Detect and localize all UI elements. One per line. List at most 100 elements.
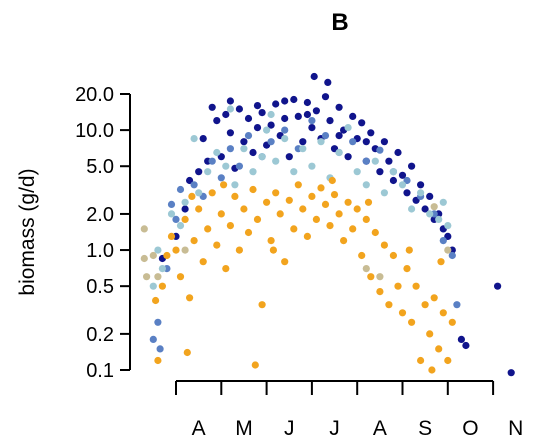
data-point [199, 135, 207, 143]
x-tick-label: A [373, 417, 387, 440]
data-point [335, 103, 343, 111]
data-point [353, 168, 361, 176]
data-point [376, 288, 384, 296]
data-point [457, 335, 465, 343]
data-point [335, 148, 343, 157]
data-point [222, 162, 230, 170]
data-point [344, 124, 352, 132]
data-point [217, 174, 225, 182]
data-point [389, 176, 397, 185]
data-point [362, 265, 370, 273]
data-point [317, 138, 325, 146]
data-point [181, 198, 189, 206]
data-point [244, 228, 253, 237]
data-point [272, 189, 280, 197]
data-point [156, 345, 164, 353]
data-point [394, 282, 402, 290]
data-point [299, 205, 307, 213]
data-point [281, 135, 289, 143]
y-tick-label: 0.5 [86, 276, 114, 298]
data-point [312, 107, 320, 115]
data-point [258, 301, 266, 309]
data-point [263, 126, 271, 134]
data-point [426, 330, 434, 338]
data-point [299, 145, 307, 153]
data-point [290, 95, 298, 104]
data-point [204, 225, 212, 233]
data-point [172, 215, 180, 223]
data-point [226, 105, 234, 113]
data-point [439, 309, 447, 317]
data-point [358, 251, 366, 260]
data-point [240, 145, 248, 153]
data-point [335, 210, 343, 218]
data-point [253, 102, 262, 110]
data-point [258, 109, 266, 117]
data-point [235, 246, 243, 254]
data-point [154, 318, 162, 326]
data-point [172, 246, 180, 254]
data-point [448, 251, 456, 260]
data-point [240, 138, 248, 146]
data-point [376, 146, 384, 154]
data-point [176, 185, 185, 194]
data-point [154, 356, 162, 365]
data-point [362, 138, 370, 146]
data-point [421, 205, 429, 213]
data-point [244, 132, 253, 140]
data-point [308, 117, 316, 125]
data-point [330, 191, 339, 199]
data-point [344, 198, 352, 206]
data-point [281, 114, 289, 123]
chart-title: B [331, 9, 348, 36]
data-point [435, 215, 443, 223]
data-point [385, 157, 393, 165]
data-point [308, 192, 316, 200]
data-point [231, 192, 239, 200]
data-point [267, 110, 275, 119]
data-point [272, 157, 280, 165]
y-axis: 20.0 10.0 5.0 2.0 1.0 0.5 0.2 0.1 [75, 84, 131, 382]
data-point [281, 97, 289, 105]
data-point [294, 112, 302, 120]
data-point [439, 237, 447, 245]
data-point [507, 369, 515, 377]
data-point [444, 232, 452, 240]
data-point [217, 153, 225, 161]
data-point [249, 185, 257, 194]
data-point [349, 138, 357, 146]
x-tick-label: J [284, 417, 295, 440]
data-point [154, 246, 162, 254]
data-point [281, 126, 289, 134]
data-point [426, 192, 434, 200]
data-point [235, 162, 243, 170]
data-point [176, 222, 185, 230]
data-point [140, 225, 148, 233]
data-point [199, 258, 207, 266]
data-point [143, 273, 151, 281]
data-point [417, 181, 425, 189]
data-point [195, 168, 203, 176]
data-point [444, 356, 452, 365]
data-point [186, 176, 194, 185]
data-point [417, 189, 425, 197]
data-point [226, 97, 234, 105]
y-tick-label: 10.0 [75, 120, 114, 142]
data-point [140, 254, 148, 263]
data-point [226, 145, 234, 153]
data-point [344, 153, 352, 161]
data-point [249, 168, 257, 176]
data-point [217, 210, 225, 218]
data-point [267, 138, 275, 146]
data-point [235, 105, 243, 113]
data-point [321, 93, 330, 101]
x-tick-label: N [508, 417, 523, 440]
data-point [195, 205, 203, 213]
data-point [167, 232, 176, 240]
data-point [367, 273, 375, 281]
data-point [362, 181, 370, 189]
data-point [312, 215, 320, 223]
data-point [285, 196, 293, 204]
